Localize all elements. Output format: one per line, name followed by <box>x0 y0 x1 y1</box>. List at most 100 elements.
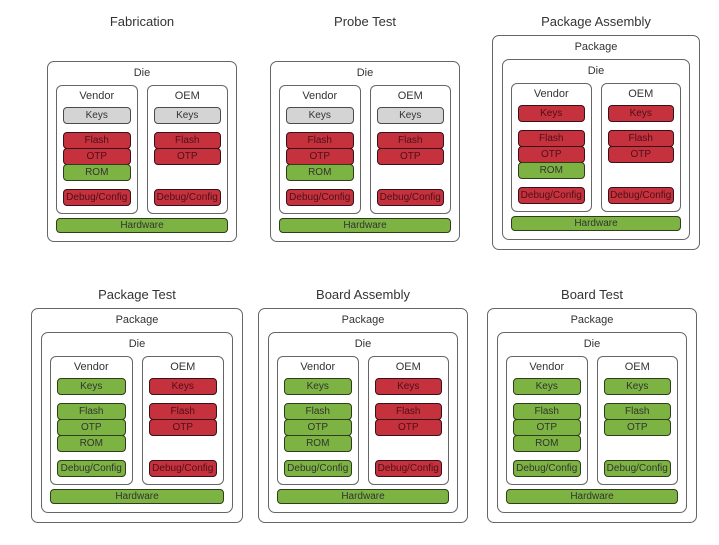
otp-block: OTP <box>284 419 352 436</box>
flash-block: Flash <box>57 403 126 420</box>
spacer <box>149 395 218 403</box>
spacer <box>608 179 675 187</box>
keys-block: Keys <box>63 107 131 124</box>
oem-box: OEM Keys Flash OTP Debug/Config <box>369 85 451 214</box>
flash-block: Flash <box>286 132 354 149</box>
spacer <box>513 452 581 460</box>
hardware-bar: Hardware <box>506 489 678 504</box>
stage-title: Board Assembly <box>316 287 410 302</box>
keys-block: Keys <box>603 378 671 395</box>
rom-block: ROM <box>57 435 126 452</box>
vendor-box: Vendor Keys Flash OTP ROM Debug/Config <box>50 356 133 485</box>
oem-label: OEM <box>395 361 421 373</box>
otp-block: OTP <box>607 146 674 163</box>
debug-config-block: Debug/Config <box>63 189 131 206</box>
hardware-bar: Hardware <box>56 218 228 233</box>
die-box: Die Vendor Keys Flash OTP ROM Debug/Conf… <box>268 332 458 513</box>
otp-block: OTP <box>374 419 442 436</box>
flash-block: Flash <box>513 403 581 420</box>
oem-box: OEM Keys Flash OTP Debug/Config <box>146 85 228 214</box>
otp-block: OTP <box>376 148 444 165</box>
flash-block: Flash <box>284 403 352 420</box>
keys-block: Keys <box>153 107 221 124</box>
debug-config-block: Debug/Config <box>607 187 674 204</box>
debug-config-block: Debug/Config <box>148 460 217 477</box>
die-box: Die Vendor Keys Flash OTP ROM Debug/Conf… <box>497 332 687 513</box>
spacer <box>63 124 131 132</box>
columns: Vendor Keys Flash OTP ROM Debug/Config O… <box>271 85 459 214</box>
flash-block: Flash <box>518 130 585 147</box>
die-label: Die <box>583 338 601 350</box>
keys-block: Keys <box>513 378 581 395</box>
spacer <box>57 395 126 403</box>
spacer <box>154 124 222 132</box>
vendor-label: Vendor <box>529 361 565 373</box>
debug-config-block: Debug/Config <box>284 460 352 477</box>
vendor-label: Vendor <box>533 88 569 100</box>
package-box: Package Die Vendor Keys Flash OTP ROM De… <box>492 35 700 250</box>
die-box: Die Vendor Keys Flash OTP ROM Debug/Conf… <box>47 61 237 242</box>
stage-title: Fabrication <box>109 14 175 29</box>
spacer <box>518 122 585 130</box>
stage-probe-test: Probe Test Die Vendor Keys Flash OTP ROM… <box>270 14 460 242</box>
die-label: Die <box>356 67 374 79</box>
die-label: Die <box>128 338 146 350</box>
vendor-label: Vendor <box>300 361 336 373</box>
package-box: Package Die Vendor Keys Flash OTP ROM De… <box>487 308 697 523</box>
package-label: Package <box>574 41 618 53</box>
spacer <box>149 452 218 460</box>
flash-block: Flash <box>607 130 674 147</box>
debug-config-block: Debug/Config <box>518 187 585 204</box>
vendor-label: Vendor <box>79 90 115 102</box>
stage-board-test: Board Test Package Die Vendor Keys Flash… <box>487 287 697 523</box>
keys-block: Keys <box>518 105 585 122</box>
columns: Vendor Keys Flash OTP ROM Debug/Config O… <box>42 356 232 485</box>
spacer <box>284 452 352 460</box>
debug-config-block: Debug/Config <box>603 460 671 477</box>
otp-block: OTP <box>286 148 354 165</box>
flash-block: Flash <box>148 403 217 420</box>
die-box: Die Vendor Keys Flash OTP ROM Debug/Conf… <box>502 59 690 240</box>
flash-block: Flash <box>376 132 444 149</box>
flash-block: Flash <box>63 132 131 149</box>
rom-block: ROM <box>286 164 354 181</box>
hardware-bar: Hardware <box>50 489 224 504</box>
stage-fabrication: Fabrication Die Vendor Keys Flash OTP RO… <box>47 14 237 242</box>
debug-config-block: Debug/Config <box>374 460 442 477</box>
spacer <box>375 452 443 460</box>
spacer <box>608 122 675 130</box>
rom-block: ROM <box>513 435 581 452</box>
otp-block: OTP <box>513 419 581 436</box>
keys-block: Keys <box>607 105 674 122</box>
oem-label: OEM <box>397 90 423 102</box>
flash-block: Flash <box>153 132 221 149</box>
keys-block: Keys <box>286 107 354 124</box>
package-box: Package Die Vendor Keys Flash OTP ROM De… <box>258 308 468 523</box>
spacer <box>286 124 354 132</box>
flash-block: Flash <box>603 403 671 420</box>
hardware-bar: Hardware <box>511 216 681 231</box>
oem-label: OEM <box>174 90 200 102</box>
vendor-label: Vendor <box>302 90 338 102</box>
vendor-label: Vendor <box>73 361 109 373</box>
spacer <box>518 179 585 187</box>
package-label: Package <box>115 314 159 326</box>
die-label: Die <box>354 338 372 350</box>
package-label: Package <box>341 314 385 326</box>
rom-block: ROM <box>284 435 352 452</box>
stage-board-assembly: Board Assembly Package Die Vendor Keys F… <box>258 287 468 523</box>
stage-title: Board Test <box>561 287 623 302</box>
oem-box: OEM Keys Flash OTP Debug/Config <box>367 356 449 485</box>
stage-title: Probe Test <box>334 14 396 29</box>
spacer <box>154 181 222 189</box>
oem-label: OEM <box>628 88 654 100</box>
otp-block: OTP <box>148 419 217 436</box>
columns: Vendor Keys Flash OTP ROM Debug/Config O… <box>269 356 457 485</box>
keys-block: Keys <box>57 378 126 395</box>
flash-block: Flash <box>374 403 442 420</box>
die-label: Die <box>133 67 151 79</box>
keys-block: Keys <box>284 378 352 395</box>
otp-block: OTP <box>518 146 585 163</box>
otp-block: OTP <box>63 148 131 165</box>
debug-config-block: Debug/Config <box>513 460 581 477</box>
